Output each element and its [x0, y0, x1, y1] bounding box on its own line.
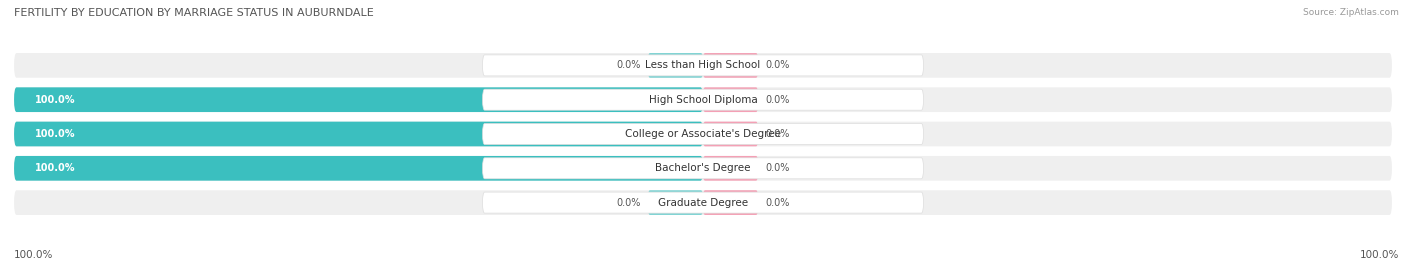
Text: 100.0%: 100.0%: [35, 95, 76, 105]
FancyBboxPatch shape: [648, 53, 703, 78]
FancyBboxPatch shape: [648, 190, 703, 215]
FancyBboxPatch shape: [703, 122, 758, 146]
Text: 0.0%: 0.0%: [765, 163, 789, 173]
Text: College or Associate's Degree: College or Associate's Degree: [626, 129, 780, 139]
Text: 0.0%: 0.0%: [765, 129, 789, 139]
Text: 100.0%: 100.0%: [35, 129, 76, 139]
Text: 0.0%: 0.0%: [617, 198, 641, 208]
Text: 100.0%: 100.0%: [1360, 250, 1399, 260]
FancyBboxPatch shape: [703, 53, 758, 78]
FancyBboxPatch shape: [14, 53, 1392, 78]
FancyBboxPatch shape: [482, 55, 924, 76]
Text: 0.0%: 0.0%: [765, 95, 789, 105]
Text: Bachelor's Degree: Bachelor's Degree: [655, 163, 751, 173]
Text: Less than High School: Less than High School: [645, 60, 761, 70]
Text: FERTILITY BY EDUCATION BY MARRIAGE STATUS IN AUBURNDALE: FERTILITY BY EDUCATION BY MARRIAGE STATU…: [14, 8, 374, 18]
Text: 0.0%: 0.0%: [765, 60, 789, 70]
FancyBboxPatch shape: [14, 122, 1392, 146]
Text: High School Diploma: High School Diploma: [648, 95, 758, 105]
FancyBboxPatch shape: [14, 156, 1392, 181]
FancyBboxPatch shape: [482, 89, 924, 110]
FancyBboxPatch shape: [703, 87, 758, 112]
Text: Graduate Degree: Graduate Degree: [658, 198, 748, 208]
FancyBboxPatch shape: [703, 156, 758, 181]
Text: 0.0%: 0.0%: [617, 60, 641, 70]
FancyBboxPatch shape: [14, 156, 703, 181]
Text: 100.0%: 100.0%: [14, 250, 53, 260]
FancyBboxPatch shape: [482, 158, 924, 179]
FancyBboxPatch shape: [14, 87, 1392, 112]
FancyBboxPatch shape: [14, 87, 703, 112]
FancyBboxPatch shape: [14, 122, 703, 146]
FancyBboxPatch shape: [482, 124, 924, 144]
Text: Source: ZipAtlas.com: Source: ZipAtlas.com: [1303, 8, 1399, 17]
FancyBboxPatch shape: [703, 190, 758, 215]
Text: 100.0%: 100.0%: [35, 163, 76, 173]
Text: 0.0%: 0.0%: [765, 198, 789, 208]
FancyBboxPatch shape: [14, 190, 1392, 215]
FancyBboxPatch shape: [482, 192, 924, 213]
